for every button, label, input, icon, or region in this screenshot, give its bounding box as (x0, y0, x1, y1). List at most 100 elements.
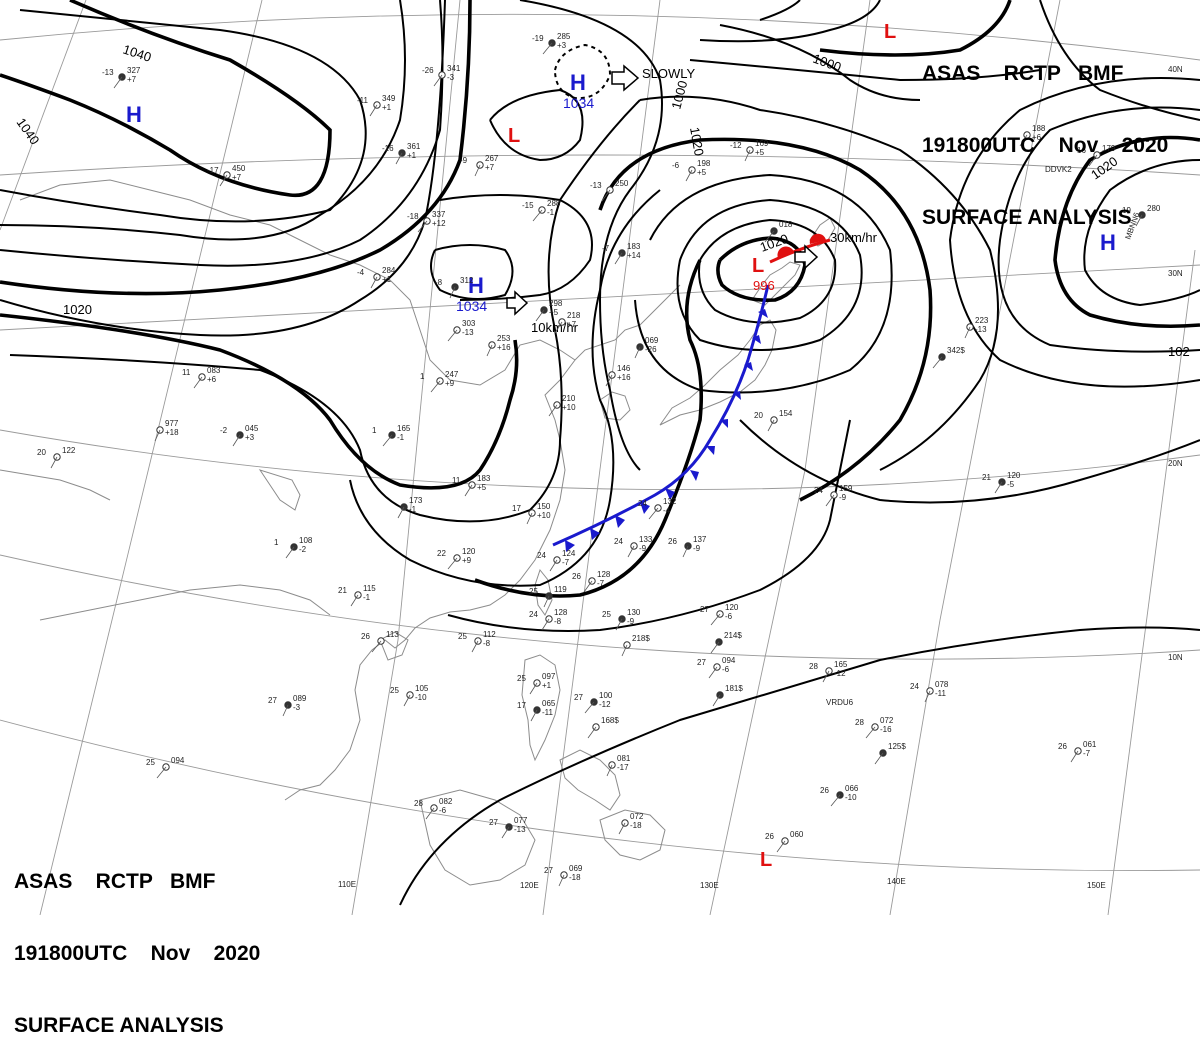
station-pressure: 094 (171, 756, 185, 765)
station-tendency: -7 (562, 558, 570, 567)
station-temperature: 24 (814, 486, 823, 495)
wind-barb (232, 434, 241, 447)
station-pressure: 045 (245, 424, 259, 433)
station-plot: -2 045+3 (220, 424, 259, 447)
station-plot: 223-13 (964, 316, 989, 339)
station-temperature: 26 (361, 632, 370, 641)
station-pressure: 183 (627, 242, 641, 251)
station-temperature: 27 (544, 866, 553, 875)
station-tendency: +16 (617, 373, 631, 382)
station-pressure: 077 (514, 816, 528, 825)
station-plot: 1 108-2 (274, 536, 313, 559)
low-center-japan: L (752, 255, 764, 277)
station-plot: 20 154 (754, 409, 793, 432)
wind-barb (486, 344, 493, 357)
station-temperature: -16 (382, 144, 394, 153)
station-tendency: +7 (567, 320, 577, 329)
wind-barb (618, 822, 626, 835)
station-plot: 218$ (621, 634, 650, 657)
station-pressure: 179 (1102, 144, 1116, 153)
station-plot: 146+16 (605, 364, 631, 387)
station-pressure: 069 (569, 864, 583, 873)
lon-label: 130E (700, 881, 719, 890)
station-pressure: 288 (547, 199, 561, 208)
station-temperature: -18 (407, 212, 419, 221)
station-tendency: +3 (557, 41, 567, 50)
station-plot: 17 065-11 (517, 699, 556, 722)
station-plot: -9 267+7 (460, 154, 499, 177)
isobars (0, 0, 1200, 906)
wind-barb (425, 807, 435, 820)
station-tendency: -9 (839, 493, 847, 502)
station-tendency: -3 (293, 703, 301, 712)
station-tendency: -9 (693, 544, 701, 553)
station-tendency: +7 (485, 163, 495, 172)
cold-front (552, 284, 770, 552)
station-plot: 26 137-9 (668, 535, 707, 558)
wind-barb (685, 169, 693, 182)
high-center-north-value: 1034 (563, 95, 594, 111)
wind-barb (464, 484, 473, 497)
station-pressure: 132 (663, 497, 677, 506)
high-center-central: H (468, 273, 484, 298)
header-line-3: SURFACE ANALYSIS (14, 1014, 224, 1037)
station-plot: 27 089-3 (268, 694, 307, 717)
warm-front (769, 233, 831, 264)
station-temperature: 24 (614, 537, 623, 546)
station-tendency: +1 (542, 681, 552, 690)
station-plot: -19 285+3 (532, 32, 571, 55)
station-plot: 26 060 (765, 830, 804, 853)
isobar-label: 102 (1168, 344, 1190, 359)
wind-barb (542, 42, 553, 55)
station-plot: 28 165-12 (809, 660, 848, 683)
station-pressure: 137 (693, 535, 707, 544)
station-plot: 25 105-10 (390, 684, 429, 707)
station-pressure: 120 (462, 547, 476, 556)
station-pressure: 198 (697, 159, 711, 168)
wind-barb (369, 104, 378, 117)
station-plot: -13 250 (590, 179, 629, 202)
station-pressure: 173 (409, 496, 423, 505)
station-pressure: 327 (127, 66, 141, 75)
station-temperature: -7 (602, 244, 610, 253)
station-plot: 24 133-9 (614, 535, 653, 558)
station-plot: 22 120+9 (437, 547, 476, 570)
station-pressure: 223 (975, 316, 989, 325)
station-temperature: 11 (182, 368, 191, 377)
station-plot: -7 183+14 (602, 242, 641, 265)
station-temperature: -6 (672, 161, 680, 170)
station-temperature: -11 (357, 96, 369, 105)
station-tendency: -7 (1083, 749, 1091, 758)
station-pressure: 122 (62, 446, 76, 455)
station-plot: 19 280 (1122, 204, 1161, 227)
wind-barb (1070, 750, 1079, 763)
station-id: DDVK2 (1045, 165, 1072, 174)
station-pressure: 105 (415, 684, 429, 693)
station-plot: 24 078-11 (910, 680, 949, 703)
wind-barb (874, 752, 884, 765)
high-center-central-value: 1034 (456, 298, 487, 314)
station-pressure: 298 (549, 299, 563, 308)
wind-barb (543, 595, 550, 608)
station-plot: 27 100-12 (574, 691, 613, 714)
station-tendency: -17 (617, 763, 629, 772)
wind-barb (712, 694, 721, 707)
station-temperature: 26 (668, 537, 677, 546)
station-plot: 977+18 (154, 419, 179, 442)
station-temperature: -17 (207, 166, 219, 175)
station-pressure: 089 (293, 694, 307, 703)
station-temperature: 25 (602, 610, 611, 619)
station-tendency: -26 (645, 345, 657, 354)
station-plot: 16 179 (1077, 144, 1116, 167)
station-plot: -15 288-1 (522, 199, 561, 222)
wind-barb (601, 189, 611, 202)
station-plot: 27 069-18 (544, 864, 583, 887)
wind-barb (350, 594, 359, 607)
station-temperature: 25 (390, 686, 399, 695)
station-plot: -11 349+1 (357, 94, 396, 117)
station-plot: 188+6 (1019, 124, 1046, 147)
wind-barb (548, 404, 558, 417)
station-tendency: +6 (207, 375, 217, 384)
low-center-japan-value: 996 (753, 278, 775, 293)
station-plot: 25 119 (529, 585, 567, 608)
